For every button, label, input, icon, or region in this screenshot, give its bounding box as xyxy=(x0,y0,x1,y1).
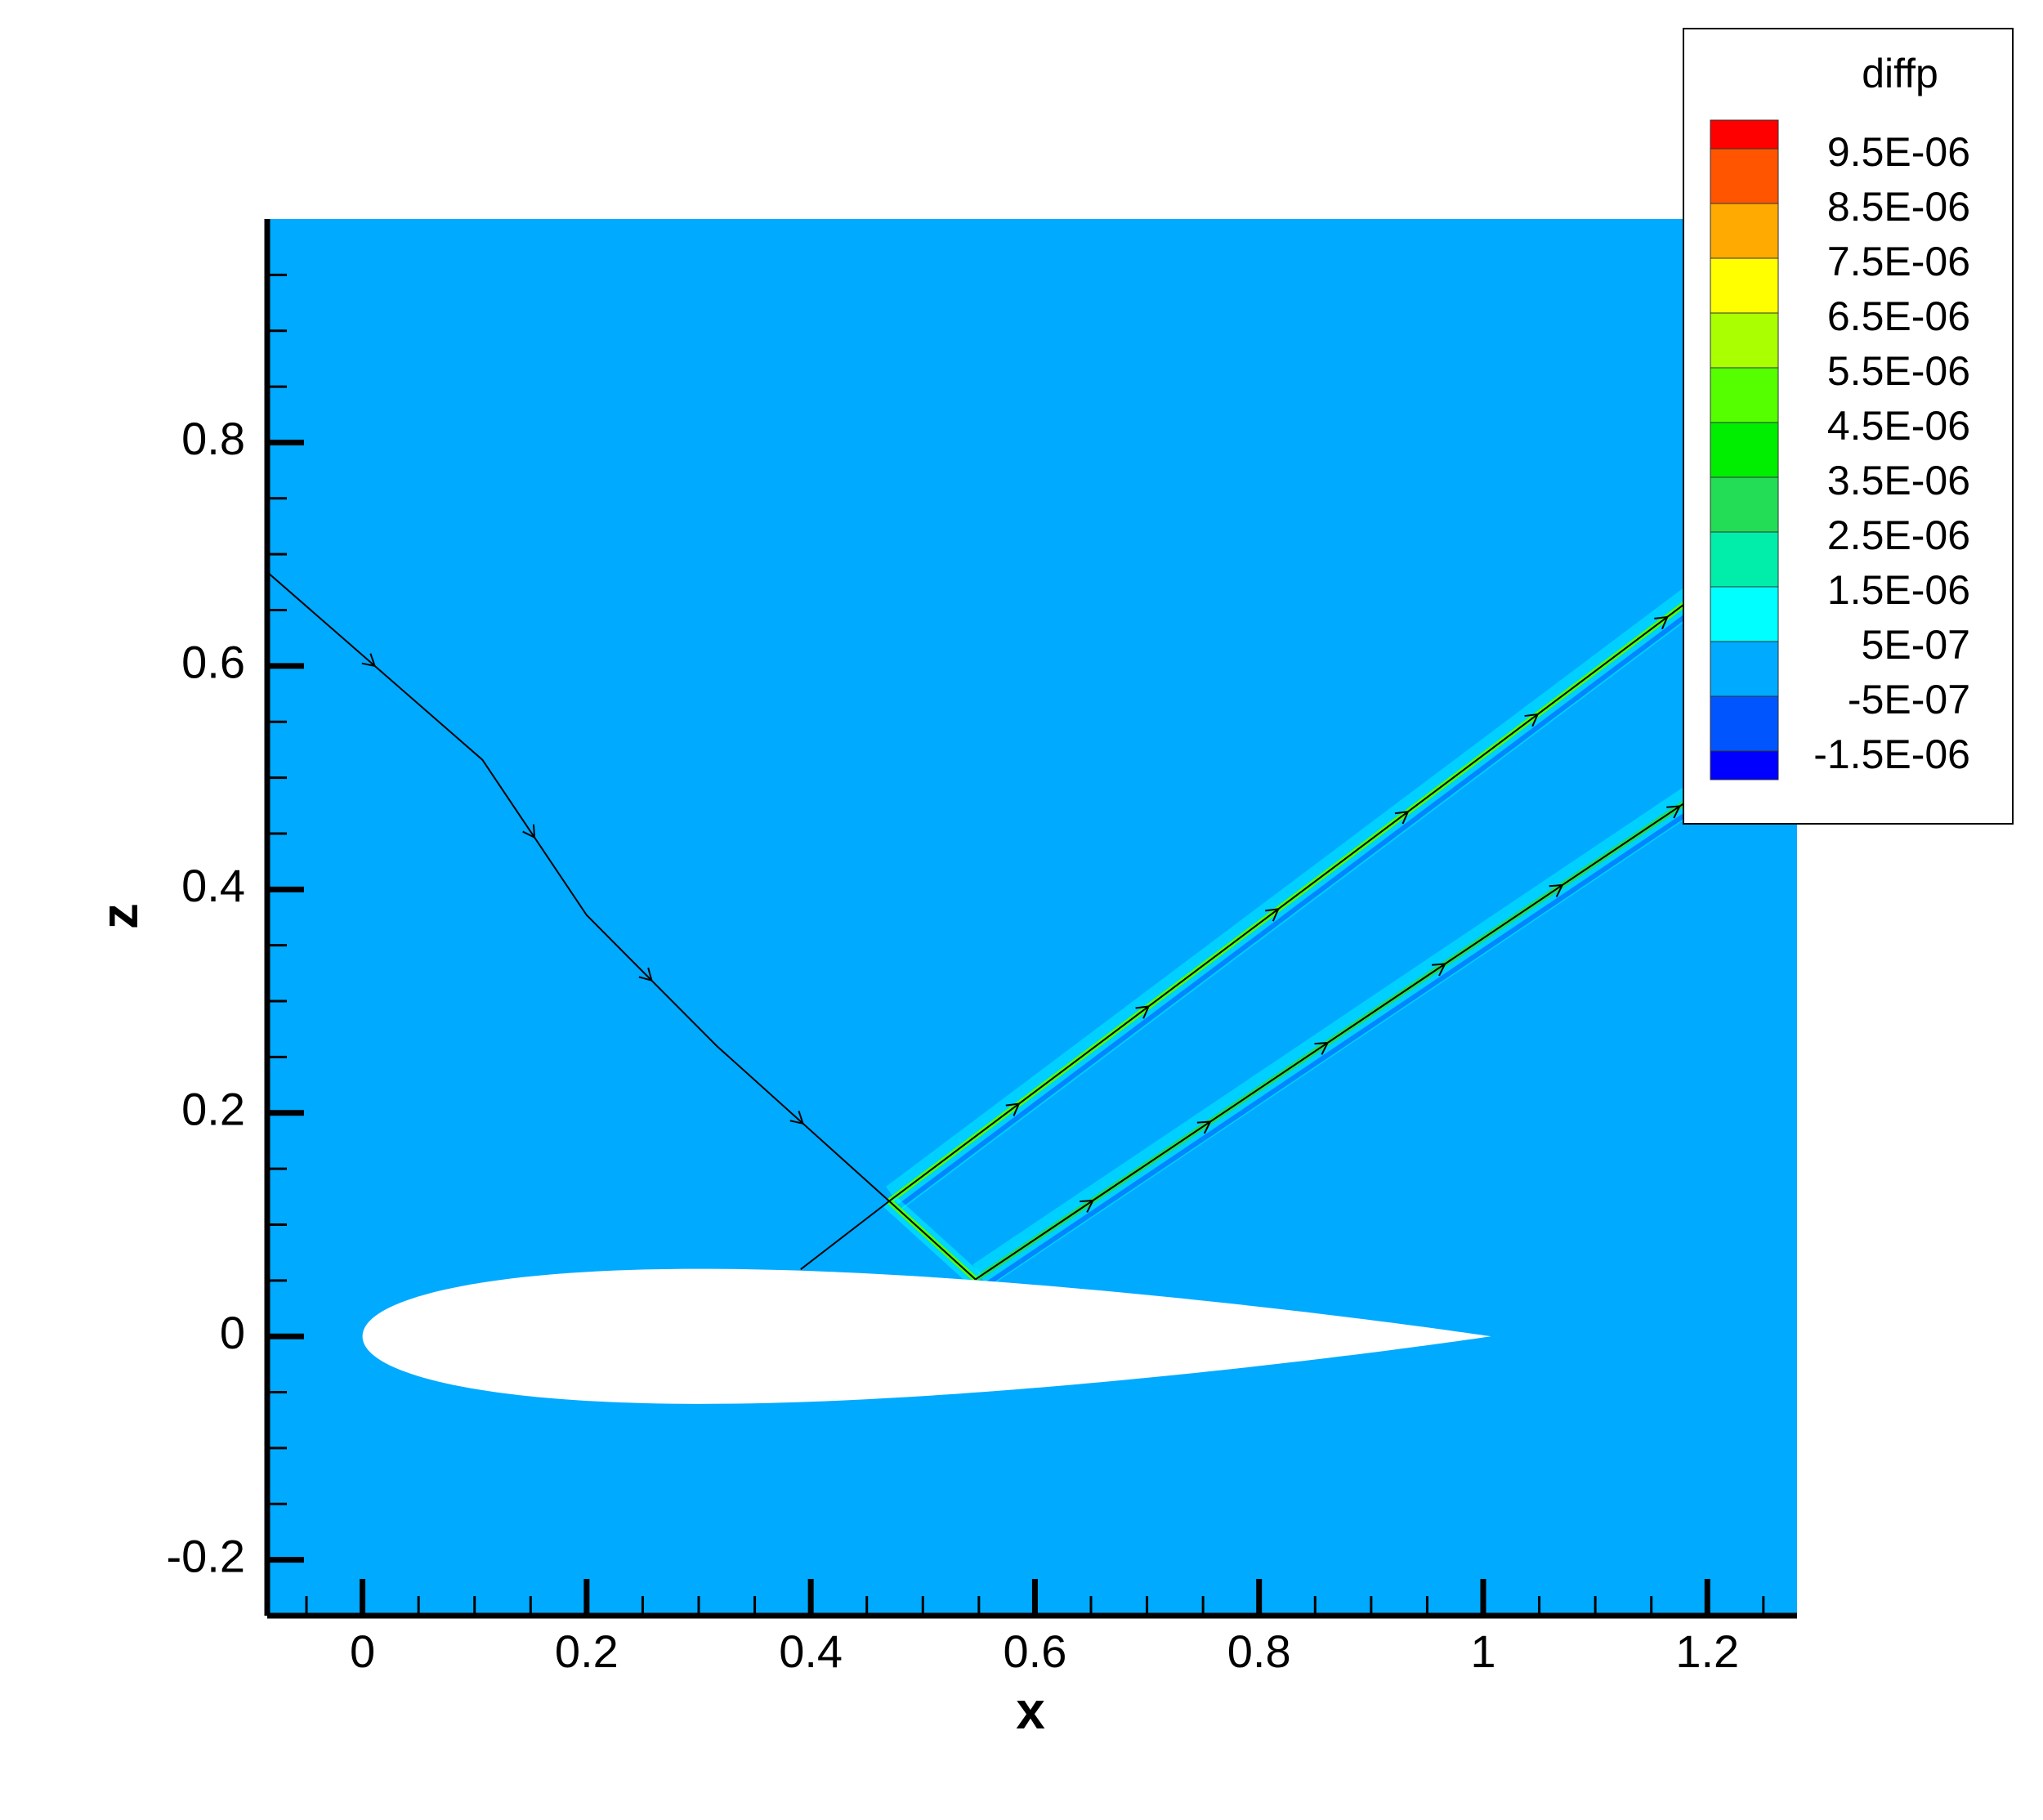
shock-band-edge xyxy=(981,736,1797,1289)
colorbar-swatch xyxy=(1710,367,1779,423)
colorbar-label: 8.5E-06 xyxy=(1827,184,1970,230)
y-axis-label: z xyxy=(90,903,149,929)
colorbar-swatch xyxy=(1710,257,1779,314)
x-tick-label: 0.8 xyxy=(1227,1625,1291,1677)
colorbar-swatch xyxy=(1710,203,1779,259)
stream-arrow xyxy=(789,1111,805,1125)
stream-arrow xyxy=(1265,908,1280,922)
y-tick-label: -0.2 xyxy=(167,1530,246,1581)
stream-arrow xyxy=(638,967,653,982)
x-axis-label: x xyxy=(1016,1681,1045,1740)
colorbar-label: -1.5E-06 xyxy=(1813,731,1970,777)
colorbar-label: 5E-07 xyxy=(1862,622,1970,668)
colorbar-label: 1.5E-06 xyxy=(1827,567,1970,613)
x-tick-label: 0 xyxy=(350,1625,375,1677)
colorbar-swatch xyxy=(1710,586,1779,642)
streamline xyxy=(267,571,890,1202)
stream-arrow xyxy=(1654,615,1669,630)
colorbar-swatch xyxy=(1710,476,1779,533)
streamline xyxy=(888,1201,977,1281)
stream-arrow xyxy=(1080,1199,1095,1213)
colorbar-swatch xyxy=(1710,641,1779,697)
colorbar-label: 6.5E-06 xyxy=(1827,293,1970,339)
shock-band-edge xyxy=(895,529,1797,1211)
stream-arrow xyxy=(1196,1120,1212,1134)
colorbar-label: 5.5E-06 xyxy=(1827,348,1970,394)
x-tick-label: 0.6 xyxy=(1003,1625,1066,1677)
x-tick-label: 0.2 xyxy=(555,1625,619,1677)
stream-arrow xyxy=(1394,810,1410,825)
colorbar-swatch xyxy=(1710,422,1779,478)
colorbar-label: -5E-07 xyxy=(1848,677,1970,722)
legend: diffp 9.5E-06 8.5E-06 7.5E-06 6.5E-06 5.5E-0… xyxy=(1683,28,2014,825)
colorbar-label: 2.5E-06 xyxy=(1827,512,1970,558)
x-tick-label: 1.2 xyxy=(1675,1625,1739,1677)
colorbar-swatch xyxy=(1710,531,1779,588)
stream-arrow xyxy=(1135,1005,1151,1019)
colorbar-label: 9.5E-06 xyxy=(1827,129,1970,175)
colorbar-swatch xyxy=(1710,119,1779,150)
stream-arrow xyxy=(1549,883,1564,897)
stream-arrow xyxy=(361,653,377,668)
stream-arrow xyxy=(1432,963,1446,977)
colorbar-swatch xyxy=(1710,695,1779,752)
stream-arrow xyxy=(1005,1102,1021,1116)
y-tick-label: 0.4 xyxy=(181,860,245,911)
plot-area xyxy=(267,219,1797,1616)
x-tick-label: 0.4 xyxy=(779,1625,843,1677)
x-tick-label: 1 xyxy=(1470,1625,1495,1677)
y-tick-label: 0.6 xyxy=(181,637,245,688)
colorbar-label: 4.5E-06 xyxy=(1827,403,1970,449)
streamline xyxy=(975,727,1797,1281)
colorbar-swatch xyxy=(1710,312,1779,369)
colorbar-label: 7.5E-06 xyxy=(1827,239,1970,284)
stream-arrow xyxy=(1524,713,1540,727)
colorbar-label: 3.5E-06 xyxy=(1827,458,1970,503)
colorbar-swatch xyxy=(1710,148,1779,204)
legend-title: diffp xyxy=(1862,51,1938,96)
stream-arrow xyxy=(522,824,536,839)
streamline xyxy=(800,518,1797,1270)
y-tick-label: 0.8 xyxy=(181,413,245,464)
colorbar-swatch xyxy=(1710,750,1779,780)
stream-arrow xyxy=(1314,1041,1330,1055)
y-tick-label: 0 xyxy=(220,1307,245,1358)
y-tick-label: 0.2 xyxy=(181,1084,245,1135)
stream-arrow xyxy=(1666,805,1682,819)
airfoil xyxy=(362,1268,1491,1404)
field-background xyxy=(267,219,1797,1616)
axes: 0 0.2 0.4 0.6 0.8 1 1.2 -0.2 0 0.2 0.4 0.6 0.8 xyxy=(167,219,1797,1677)
